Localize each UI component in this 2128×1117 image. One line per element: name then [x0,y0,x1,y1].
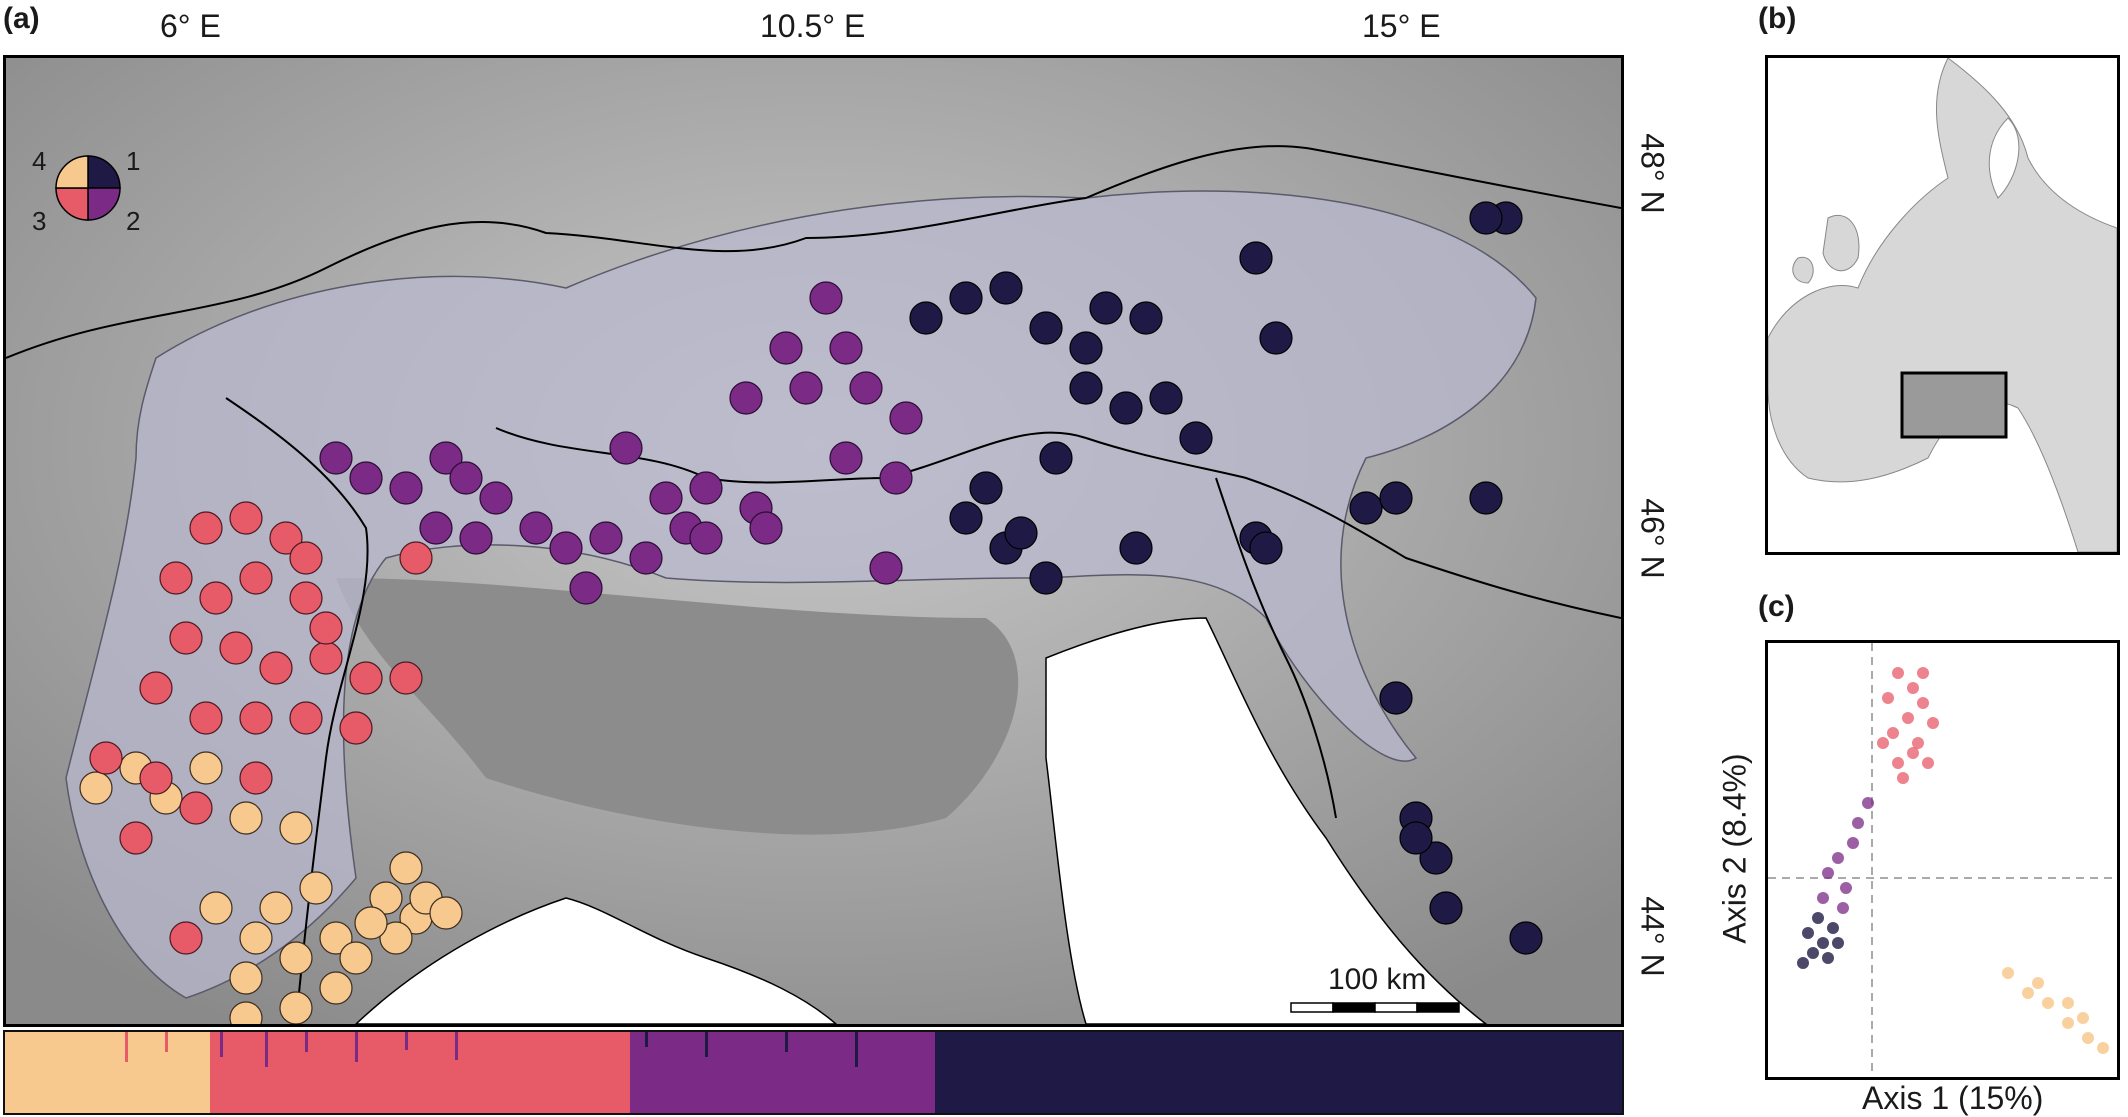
cluster-2-bars [630,1032,935,1113]
lat-tick-48n: 48° N [1634,133,1671,214]
alps-map-canvas [6,58,1621,1024]
scale-bar-label: 100 km [1328,963,1427,996]
panel-label-b: (b) [1758,2,1797,35]
legend-number-3: 3 [32,206,47,236]
cluster-1-bars [935,1032,1622,1113]
pca-scatter-canvas [1768,643,2117,1077]
lon-tick-6e: 6° E [160,8,221,44]
structure-barplot-canvas [5,1032,1622,1113]
lon-tick-10-5e: 10.5° E [760,8,866,44]
cluster-4-bars [5,1032,210,1113]
lon-tick-15e: 15° E [1362,8,1441,44]
study-area-box [1900,371,2008,439]
pca-y-label: Axis 2 (8.4%) [1716,753,1753,944]
europe-locator-map [1765,55,2120,555]
legend-number-2: 2 [126,206,141,236]
legend-number-4: 4 [32,146,47,176]
legend-number-1: 1 [126,146,141,176]
legend-pie [55,155,121,221]
alps-map: 4 1 3 2 100 km [3,55,1624,1027]
structure-barplot [3,1030,1624,1115]
scale-bar [1290,1002,1460,1013]
cluster-3-bars [210,1032,630,1113]
lat-tick-46n: 46° N [1634,498,1671,579]
lat-tick-44n: 44° N [1634,896,1671,977]
panel-label-c: (c) [1758,590,1795,623]
europe-locator-canvas [1768,58,2117,552]
panel-label-a: (a) [3,2,40,35]
pca-x-label: Axis 1 (15%) [1862,1080,2044,1116]
pca-scatter-plot [1765,640,2120,1080]
